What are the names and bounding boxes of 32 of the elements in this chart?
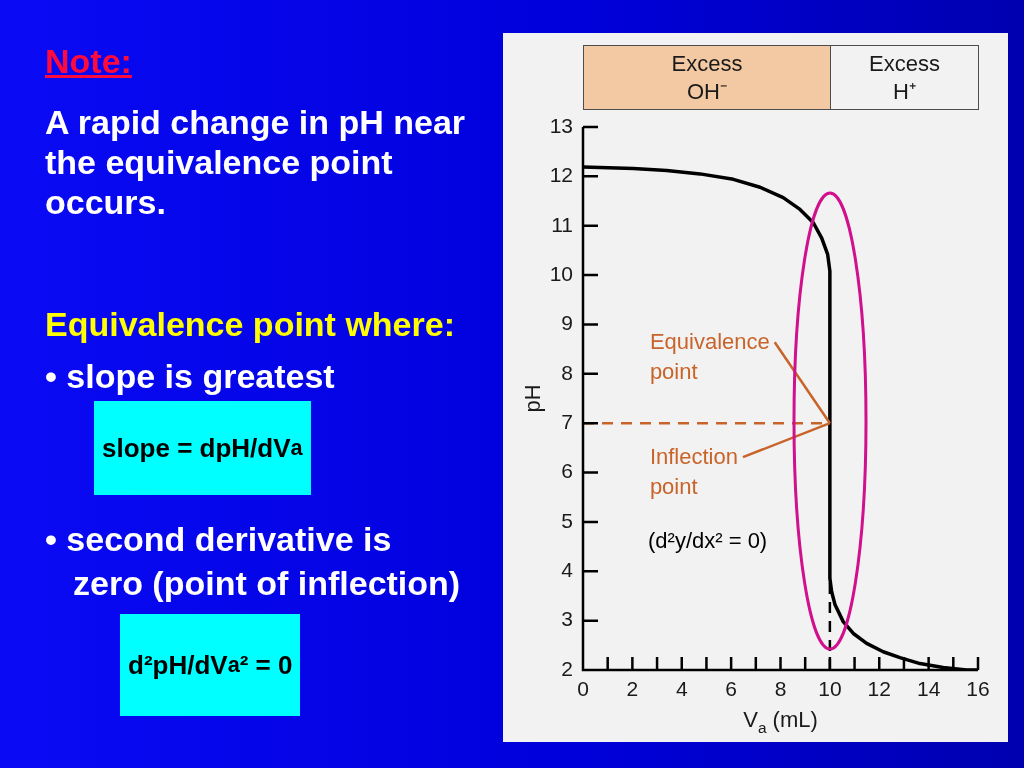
y-tick-label: 4 <box>561 558 574 582</box>
text: • slope is greatest <box>45 356 335 396</box>
y-tick-label: 13 <box>549 113 573 137</box>
text: A rapid change in pH near the equivalence point occurs. <box>45 102 467 222</box>
y-tick-label: 6 <box>561 459 573 483</box>
x-tick-label: 16 <box>966 677 990 701</box>
y-tick-label: 12 <box>549 163 573 187</box>
x-tick-label: 12 <box>867 677 891 701</box>
x-tick-label: 2 <box>626 677 639 701</box>
y-tick-label: 7 <box>561 409 573 433</box>
x-tick-label: 8 <box>774 677 787 701</box>
x-tick-label: 4 <box>675 677 688 701</box>
y-tick-label: 2 <box>561 656 573 680</box>
y-tick-label: 5 <box>561 508 573 532</box>
annotation: Inflection point <box>649 444 738 500</box>
text: Note: <box>45 41 132 81</box>
y-tick-label: 8 <box>561 360 573 384</box>
y-tick-label: 11 <box>551 212 573 236</box>
text: • second derivative is zero (point of inflection) <box>45 519 462 604</box>
x-tick-label: 6 <box>725 677 737 701</box>
header-box: Excess OH⁻ <box>583 45 831 110</box>
annotation: Equivalence point <box>649 329 770 385</box>
y-tick-label: 9 <box>561 311 573 335</box>
header-box: Excess H⁺ <box>829 45 979 110</box>
annotation: (d²y/dx² = 0) <box>648 527 768 555</box>
text: Equivalence point where: <box>45 304 455 344</box>
y-tick-label: 3 <box>561 607 573 631</box>
x-tick-label: 0 <box>577 677 589 701</box>
y-axis-title: pH <box>520 384 545 413</box>
x-tick-label: 10 <box>818 677 842 701</box>
y-tick-label: 10 <box>549 261 573 285</box>
x-tick-label: 14 <box>916 677 941 701</box>
